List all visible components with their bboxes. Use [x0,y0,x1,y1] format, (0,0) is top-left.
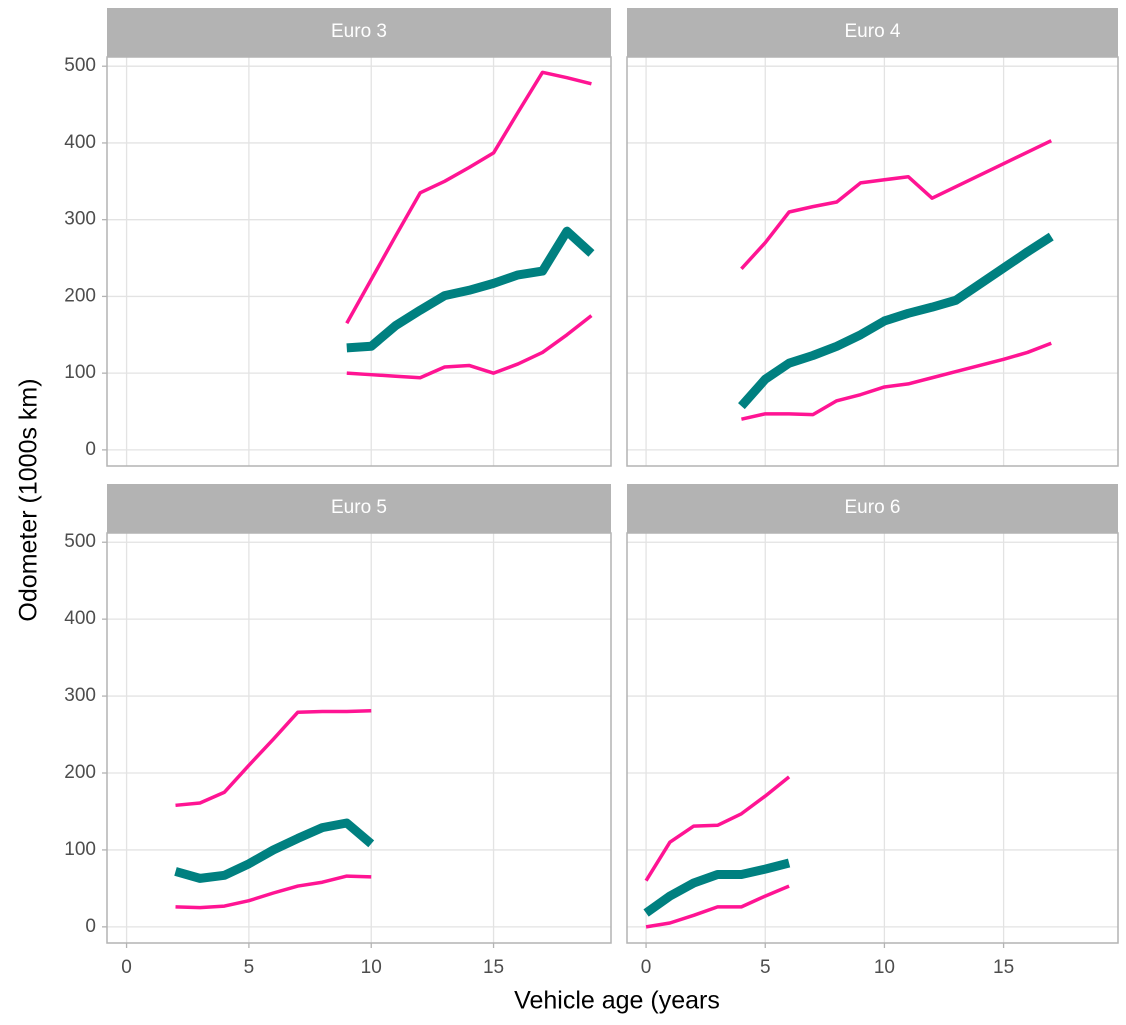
panel-border [106,56,612,467]
panel-border [106,532,612,944]
y-tick-label: 200 [64,762,96,783]
y-tick-label: 200 [64,285,96,306]
series-line [741,341,1052,421]
x-tick-label: 0 [641,957,652,978]
series-line [175,874,372,910]
x-tick-label: 10 [874,957,895,978]
series-line [175,708,372,808]
y-tick-label: 300 [64,209,96,230]
x-tick-label: 15 [993,957,1014,978]
series-line [345,70,592,325]
y-tick-label: 400 [64,132,96,153]
panel-border [626,532,1119,944]
strip-label: Euro 5 [331,497,387,518]
strip [627,8,1118,57]
y-tick-label: 100 [64,362,96,383]
y-tick-label: 0 [85,916,96,937]
y-tick-label: 500 [64,531,96,552]
x-axis-title: Vehicle age (years [514,987,720,1015]
series-line [346,226,595,353]
series-line [644,775,791,882]
x-tick-label: 5 [760,957,771,978]
x-tick-label: 10 [361,957,382,978]
y-tick-label: 400 [64,608,96,629]
strip [627,484,1118,533]
y-axis-title: Odometer (1000s km) [15,378,43,621]
y-tick-label: 0 [85,439,96,460]
series-line [740,139,1053,270]
strip [107,484,611,533]
x-tick-label: 0 [121,957,132,978]
series-line [645,884,790,929]
strip-label: Euro 3 [331,21,387,42]
strip-label: Euro 4 [845,21,901,42]
x-tick-label: 5 [244,957,255,978]
y-tick-label: 300 [64,685,96,706]
series-line [174,818,375,883]
series-line [346,314,593,380]
panel-border [626,56,1119,467]
series-line [643,858,791,917]
y-tick-label: 100 [64,839,96,860]
strip [107,8,611,57]
series-line [738,232,1054,410]
y-tick-label: 500 [64,55,96,76]
strip-label: Euro 6 [845,497,901,518]
x-tick-label: 15 [483,957,504,978]
